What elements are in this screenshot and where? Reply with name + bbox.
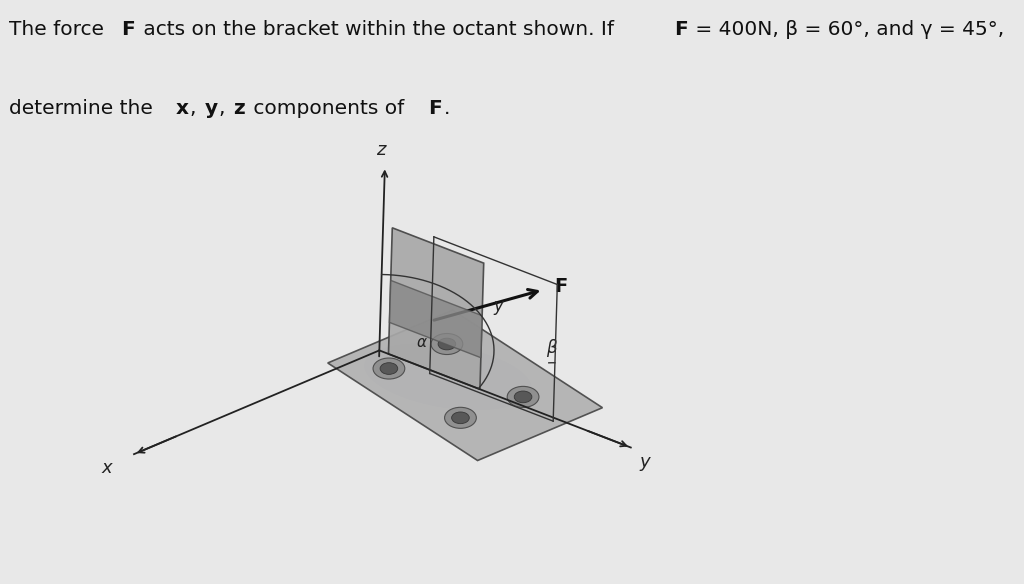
Polygon shape [328,310,602,461]
Text: determine the: determine the [9,99,159,119]
Text: F: F [122,20,135,40]
Circle shape [507,387,539,408]
Text: .: . [443,99,451,119]
Text: z: z [233,99,246,119]
Circle shape [373,358,404,379]
Circle shape [452,412,469,423]
Text: F: F [554,277,567,296]
Text: y: y [494,297,504,315]
Text: F: F [674,20,688,40]
Text: α: α [417,335,427,350]
Polygon shape [388,228,483,390]
Circle shape [380,363,397,374]
Text: x: x [101,459,112,477]
Circle shape [514,391,531,403]
Text: F: F [428,99,442,119]
Polygon shape [365,343,531,410]
Text: z: z [376,141,385,159]
Text: ,: , [190,99,203,119]
Text: components of: components of [247,99,411,119]
Circle shape [444,407,476,428]
Text: y: y [640,453,650,471]
Text: ,: , [219,99,232,119]
Text: acts on the bracket within the octant shown. If: acts on the bracket within the octant sh… [137,20,621,40]
Circle shape [438,338,456,350]
Circle shape [431,333,463,354]
Polygon shape [389,280,482,358]
Text: = 400N, β = 60°, and γ = 45°,: = 400N, β = 60°, and γ = 45°, [689,20,1005,40]
Text: The force: The force [9,20,111,40]
Text: x: x [176,99,188,119]
Text: β: β [546,339,557,357]
Text: y: y [205,99,218,119]
